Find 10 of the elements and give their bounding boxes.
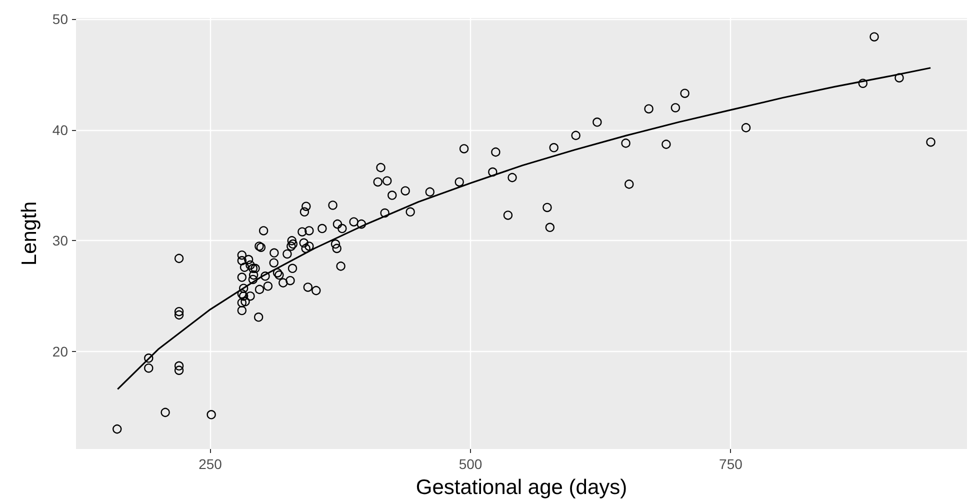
y-tick-label: 40 bbox=[52, 122, 68, 138]
y-tick-label: 20 bbox=[52, 344, 68, 360]
x-tick-label: 250 bbox=[198, 456, 222, 472]
x-tick-label: 500 bbox=[458, 456, 482, 472]
line-series bbox=[116, 67, 932, 390]
y-tick-label: 50 bbox=[52, 11, 68, 28]
x-axis-title: Gestational age (days) bbox=[416, 476, 628, 499]
y-axis-title: Length bbox=[18, 201, 41, 266]
y-tick-label: 30 bbox=[52, 232, 68, 249]
x-tick-label: 750 bbox=[719, 456, 743, 472]
